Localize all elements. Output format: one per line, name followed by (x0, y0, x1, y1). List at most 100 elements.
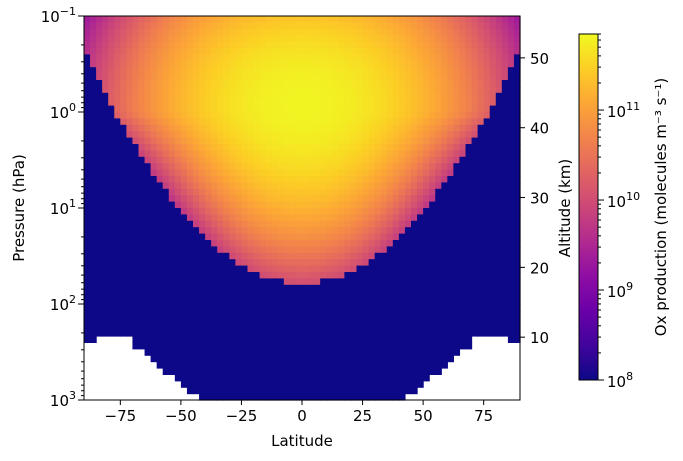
heatmap-cell (417, 169, 424, 177)
heatmap-cell (489, 60, 497, 68)
heatmap-cell (374, 259, 382, 267)
heatmap-cell (132, 41, 140, 49)
heatmap-cell (447, 265, 454, 273)
heatmap-cell (289, 297, 297, 305)
heatmap-cell (471, 144, 479, 151)
heatmap-cell (314, 48, 321, 55)
heatmap-cell (180, 355, 188, 363)
heatmap-cell (513, 220, 521, 228)
heatmap-cell (186, 246, 194, 254)
heatmap-cell (453, 304, 461, 311)
heatmap-cell (308, 380, 315, 388)
heatmap-cell (289, 169, 297, 177)
heatmap-cell (277, 137, 285, 145)
heatmap-cell (180, 348, 188, 356)
heatmap-cell (362, 278, 370, 286)
heatmap-cell (356, 368, 364, 375)
heatmap-cell (241, 316, 249, 324)
heatmap-cell (295, 387, 303, 395)
heatmap-cell (368, 310, 376, 318)
heatmap-cell (447, 272, 454, 279)
heatmap-cell (84, 297, 91, 305)
heatmap-cell (429, 342, 436, 350)
heatmap-cell (259, 118, 267, 126)
heatmap-cell (314, 278, 321, 286)
heatmap-cell (259, 297, 267, 305)
heatmap-cell (247, 150, 255, 158)
heatmap-cell (362, 342, 370, 350)
heatmap-cell (320, 246, 327, 254)
heatmap-cell (229, 195, 236, 203)
heatmap-cell (168, 297, 176, 305)
heatmap-cell (235, 188, 243, 196)
heatmap-cell (423, 259, 430, 267)
heatmap-cell (217, 163, 224, 171)
heatmap-cell (417, 297, 424, 305)
heatmap-cell (265, 131, 273, 139)
heatmap-cell (501, 246, 509, 254)
heatmap-cell (96, 195, 103, 203)
y-tick-label: 101 (50, 197, 76, 218)
heatmap-cell (429, 208, 436, 215)
heatmap-cell (150, 348, 158, 356)
heatmap-cell (350, 54, 358, 62)
heatmap-cell (429, 41, 436, 49)
heatmap-cell (205, 291, 212, 299)
heatmap-cell (229, 105, 236, 113)
heatmap-cell (144, 105, 152, 113)
heatmap-cell (120, 240, 127, 247)
heatmap-cell (156, 112, 164, 119)
heatmap-cell (356, 80, 364, 87)
heatmap-cell (398, 297, 406, 305)
heatmap-cell (386, 387, 394, 395)
heatmap-cell (186, 86, 194, 94)
heatmap-cell (326, 118, 333, 126)
heatmap-cell (368, 54, 376, 62)
heatmap-cell (96, 252, 103, 260)
heatmap-cell (162, 368, 170, 375)
heatmap-cell (483, 163, 491, 171)
heatmap-cell (229, 208, 236, 215)
heatmap-cell (380, 259, 388, 267)
heatmap-cell (138, 41, 146, 49)
heatmap-cell (453, 99, 461, 107)
heatmap-cell (114, 150, 121, 158)
heatmap-cell (235, 291, 243, 299)
heatmap-cell (489, 201, 497, 209)
heatmap-cell (162, 220, 170, 228)
heatmap-cell (344, 124, 352, 132)
heatmap-cell (350, 227, 358, 235)
heatmap-cell (338, 176, 345, 183)
heatmap-cell (380, 188, 388, 196)
heatmap-cell (199, 131, 206, 139)
heatmap-cell (162, 208, 170, 215)
heatmap-cell (326, 342, 333, 350)
heatmap-cell (477, 73, 485, 81)
heatmap-cell (211, 227, 218, 235)
heatmap-cell (247, 214, 255, 222)
heatmap-cell (441, 265, 448, 273)
heatmap-cell (132, 131, 140, 139)
heatmap-cell (235, 214, 243, 222)
heatmap-cell (423, 342, 430, 350)
heatmap-cell (156, 336, 164, 343)
heatmap-cell (507, 310, 515, 318)
heatmap-cell (501, 124, 509, 132)
heatmap-cell (217, 67, 224, 75)
heatmap-cell (150, 118, 158, 126)
heatmap-cell (235, 387, 243, 395)
heatmap-cell (241, 188, 249, 196)
heatmap-cell (314, 291, 321, 299)
heatmap-cell (338, 201, 345, 209)
heatmap-cell (380, 336, 388, 343)
heatmap-cell (459, 284, 467, 292)
heatmap-cell (501, 304, 509, 311)
heatmap-cell (193, 92, 200, 100)
heatmap-cell (368, 73, 376, 81)
heatmap-cell (447, 227, 454, 235)
heatmap-cell (126, 329, 134, 337)
heatmap-cell (217, 368, 224, 375)
heatmap-cell (120, 22, 127, 30)
heatmap-cell (265, 28, 273, 36)
heatmap-cell (156, 246, 164, 254)
